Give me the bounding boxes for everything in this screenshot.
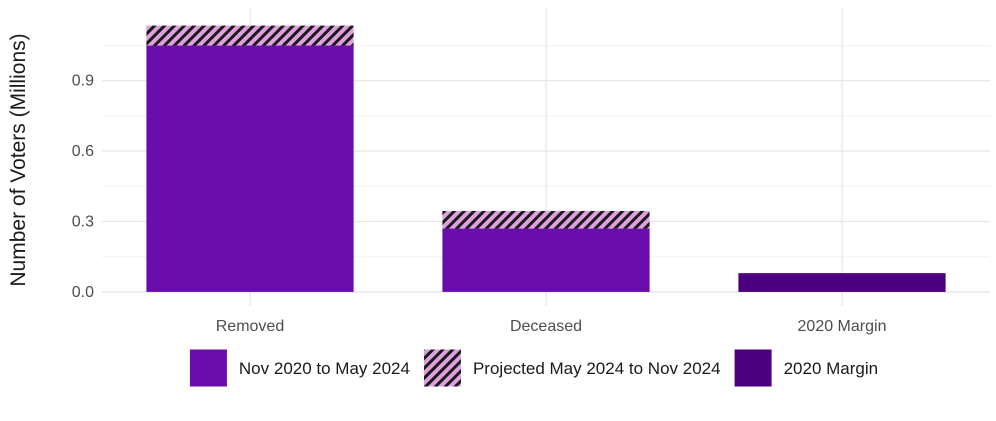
legend-key (189, 349, 227, 387)
legend-label: Projected May 2024 to Nov 2024 (473, 359, 721, 378)
y-tick-label: 0.0 (72, 284, 94, 301)
legend-label: Nov 2020 to May 2024 (239, 359, 410, 378)
axes: Number of Voters (Millions) 0.0 0.3 0.6 0.9… (7, 33, 886, 335)
legend-key (423, 349, 461, 387)
bar-2020-margin-series-2 (738, 273, 946, 292)
y-tick-label: 0.6 (72, 143, 94, 160)
legend-item: Projected May 2024 to Nov 2024 (423, 349, 721, 387)
x-tick-label: Removed (216, 318, 284, 335)
x-tick-label: Deceased (510, 318, 582, 335)
legend-item: Nov 2020 to May 2024 (189, 349, 410, 387)
bar-removed-series-1 (146, 25, 354, 46)
y-tick-label: 0.9 (72, 73, 94, 90)
x-tick-label: 2020 Margin (798, 318, 887, 335)
bars (146, 25, 946, 292)
legend-label: 2020 Margin (784, 359, 879, 378)
legend: Nov 2020 to May 2024 Projected May 2024 t… (189, 349, 879, 387)
bar-deceased-series-1 (442, 210, 650, 229)
legend-item: 2020 Margin (734, 349, 879, 387)
legend-key (734, 349, 772, 387)
y-tick-label: 0.3 (72, 214, 94, 231)
bar-removed-series-0 (146, 45, 354, 292)
bar-deceased-series-0 (442, 228, 650, 292)
y-axis-title: Number of Voters (Millions) (7, 33, 30, 286)
